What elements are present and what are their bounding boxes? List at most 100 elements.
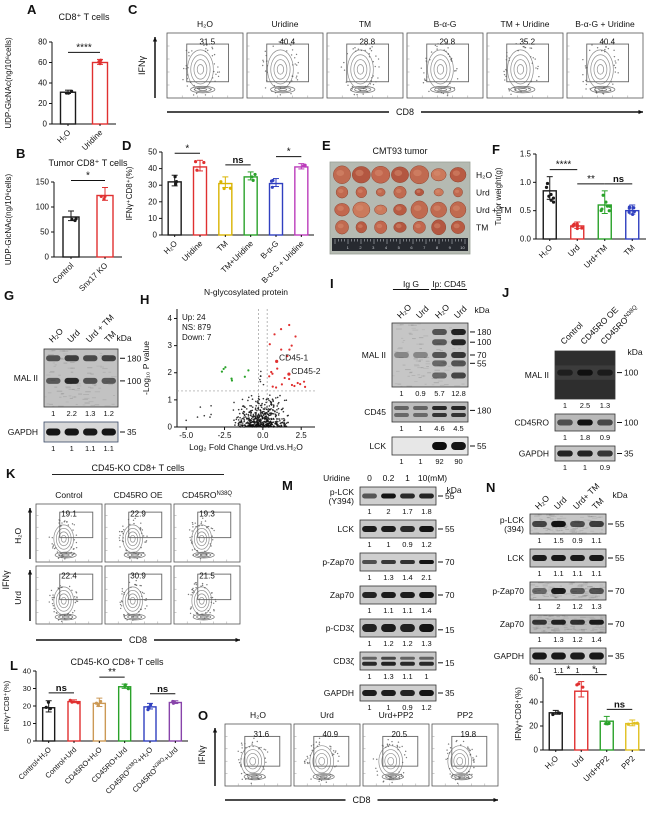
blot-box — [43, 421, 119, 443]
band — [419, 526, 434, 532]
svg-text:55: 55 — [445, 491, 455, 501]
data-point — [44, 705, 48, 709]
data-point — [607, 209, 611, 213]
svg-text:20: 20 — [23, 702, 31, 711]
svg-text:1: 1 — [563, 401, 567, 410]
svg-text:Control: Control — [51, 261, 76, 286]
band — [64, 355, 79, 362]
data-point — [103, 194, 107, 198]
band — [551, 652, 566, 660]
svg-text:CD45RON38Q: CD45RON38Q — [182, 490, 232, 500]
panel-d-chart: 50 40 30 20 10 0 IFNγ⁺CD8⁺(%) H₂O Uridine TM TM+Ur… — [122, 140, 317, 290]
data-point — [126, 687, 130, 691]
svg-text:0: 0 — [43, 120, 48, 129]
blot-box — [529, 614, 607, 634]
data-point — [46, 700, 51, 704]
band — [589, 555, 604, 561]
band — [381, 526, 396, 532]
blot-box — [391, 401, 469, 423]
band — [577, 419, 593, 426]
svg-text:2.5: 2.5 — [580, 401, 590, 410]
svg-text:100: 100 — [127, 376, 141, 386]
svg-text:CMT93 tumor: CMT93 tumor — [372, 146, 427, 156]
svg-text:1: 1 — [51, 409, 55, 418]
svg-text:40: 40 — [23, 667, 31, 676]
gate-percentage: 29.8 — [439, 37, 455, 46]
svg-text:1.3: 1.3 — [383, 573, 393, 582]
data-point — [605, 722, 610, 726]
panel-m-blots: Uridine 0 0.2 1 10(mM) kDa p-LCK (Y394) 55 1 2 1.7 1… — [250, 455, 485, 712]
svg-text:1: 1 — [537, 666, 541, 675]
band — [597, 450, 613, 457]
svg-text:1: 1 — [537, 536, 541, 545]
svg-text:2: 2 — [386, 507, 390, 516]
svg-text:1: 1 — [70, 444, 74, 453]
svg-text:1.2: 1.2 — [572, 602, 582, 611]
svg-text:B-α-G: B-α-G — [434, 19, 457, 29]
flow-panel: 31.5 — [166, 32, 244, 99]
band — [432, 442, 447, 450]
data-point — [269, 179, 274, 183]
blot-box — [391, 436, 469, 456]
svg-text:ns: ns — [232, 155, 243, 166]
svg-text:H₂O: H₂O — [162, 239, 179, 256]
data-point — [551, 200, 556, 204]
flow-panel: 19.1 — [35, 503, 103, 563]
svg-text:IFNγ: IFNγ — [1, 570, 11, 589]
band — [589, 619, 604, 625]
svg-text:H₂O: H₂O — [197, 19, 213, 29]
svg-text:1: 1 — [399, 389, 403, 398]
panel-c-flow: H₂O 31.5 Uridine 40.4 TM 28.8 B-α-G 29.8 TM + Ur… — [125, 0, 656, 140]
svg-text:10: 10 — [23, 719, 31, 728]
gate — [197, 573, 232, 601]
svg-text:10: 10 — [460, 245, 465, 250]
svg-text:H₂O: H₂O — [543, 754, 560, 771]
bar — [625, 722, 640, 751]
svg-text:H₂O: H₂O — [250, 710, 266, 720]
svg-text:H₂O: H₂O — [476, 170, 492, 180]
svg-text:92: 92 — [435, 457, 443, 466]
svg-text:40: 40 — [529, 698, 538, 707]
band — [419, 624, 434, 632]
svg-text:1.3: 1.3 — [600, 401, 610, 410]
svg-text:kDa: kDa — [116, 333, 131, 343]
data-point — [76, 701, 80, 705]
data-point — [98, 62, 102, 66]
gate — [451, 735, 488, 767]
gate — [586, 43, 630, 83]
svg-text:2.5: 2.5 — [296, 431, 308, 440]
svg-text:35: 35 — [127, 427, 137, 437]
bar — [143, 706, 157, 742]
svg-text:1: 1 — [367, 639, 371, 648]
panel-m-label: M — [282, 478, 293, 493]
svg-text:40: 40 — [38, 79, 47, 88]
svg-text:NS: 879: NS: 879 — [182, 323, 211, 332]
band — [432, 360, 447, 367]
band — [570, 555, 585, 561]
gate — [426, 43, 470, 83]
gate — [128, 573, 163, 601]
gate — [266, 43, 310, 83]
svg-text:*: * — [567, 665, 571, 676]
svg-text:35: 35 — [445, 688, 455, 698]
svg-text:10(mM): 10(mM) — [418, 473, 447, 483]
svg-text:15: 15 — [445, 625, 455, 635]
flow-panel: 40.9 — [293, 723, 361, 787]
band — [577, 369, 593, 376]
svg-text:1: 1 — [418, 424, 422, 433]
panel-f-label: F — [492, 142, 500, 157]
bar — [192, 166, 208, 236]
svg-text:15: 15 — [445, 658, 455, 668]
data-point — [173, 175, 177, 179]
data-point — [70, 89, 74, 93]
blot-box — [359, 651, 437, 671]
flow-panel: 35.2 — [486, 32, 564, 99]
data-point — [632, 721, 637, 725]
svg-text:kDa: kDa — [446, 485, 461, 495]
svg-text:Urd+PP2: Urd+PP2 — [582, 754, 612, 784]
svg-text:100: 100 — [624, 368, 638, 378]
panel-o-label: O — [198, 708, 209, 723]
